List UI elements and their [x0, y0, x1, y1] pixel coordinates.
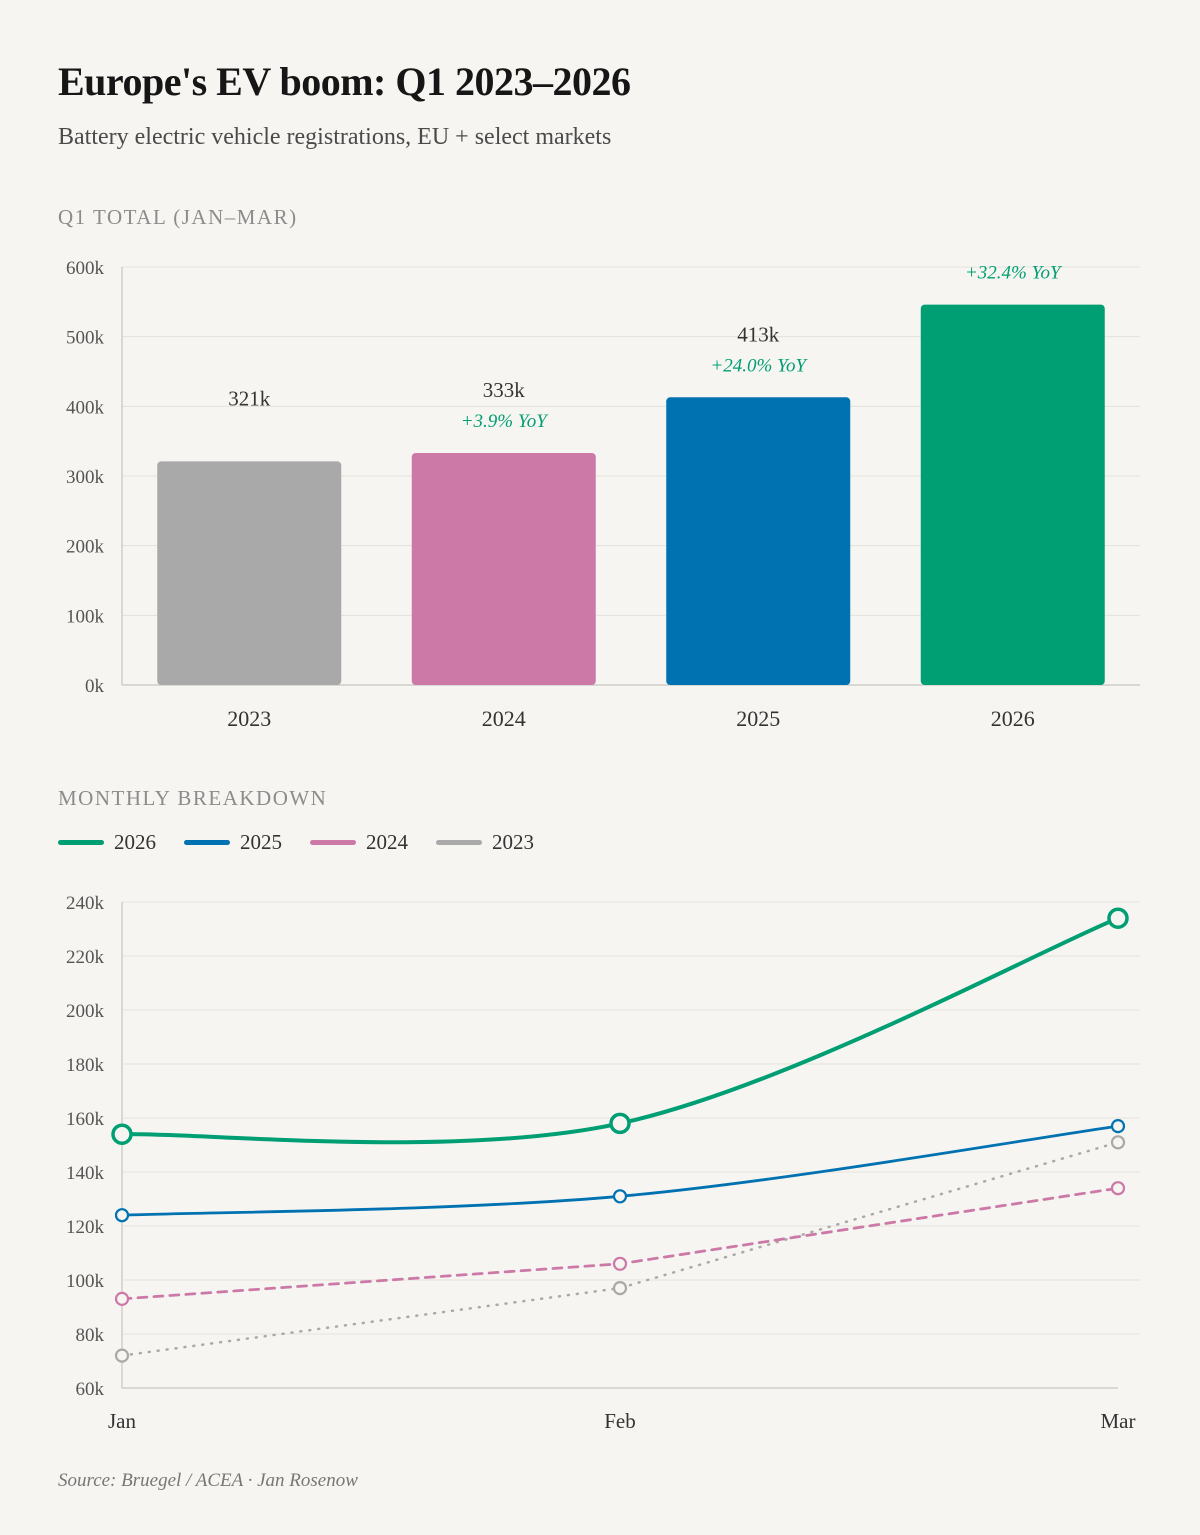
- bar-yoy-label: +3.9% YoY: [461, 411, 549, 432]
- line-series-2026: [120, 916, 1120, 1145]
- line-point-2023: [114, 1348, 130, 1363]
- line-legend: 2026 2025 2024 2023: [58, 830, 562, 855]
- bar-chart: 0k 100k 200k 300k 400k 500k 600k 2023 321k 2024 +3…: [66, 258, 1140, 731]
- bar-2026: [920, 304, 1105, 685]
- line-point-2026: [1107, 907, 1129, 929]
- line-point-2024: [114, 1291, 130, 1307]
- line-point-2026: [609, 1112, 631, 1135]
- line-xtick-label: Mar: [1101, 1409, 1136, 1433]
- line-point-2025: [1110, 1118, 1126, 1134]
- bar-xtick-label: 2025: [736, 706, 780, 731]
- line-point-2025: [612, 1189, 628, 1204]
- bar-ytick-label: 600k: [66, 258, 105, 279]
- line-xtick-label: Feb: [604, 1409, 636, 1433]
- line-point-2023: [612, 1280, 628, 1296]
- line-ytick-label: 180k: [66, 1055, 105, 1076]
- bar-section-label: Q1 TOTAL (JAN–MAR): [58, 205, 298, 229]
- chart-title: Europe's EV boom: Q1 2023–2026: [58, 59, 631, 104]
- legend-label: 2023: [492, 830, 534, 854]
- line-xtick-label: Jan: [108, 1409, 136, 1433]
- source-note: Source: Bruegel / ACEA · Jan Rosenow: [58, 1470, 358, 1491]
- line-point-2024: [612, 1256, 628, 1271]
- legend-swatch: [58, 840, 104, 845]
- bar-yoy-label: +24.0% YoY: [710, 355, 808, 376]
- line-ytick-label: 120k: [66, 1217, 105, 1238]
- line-point-2026: [111, 1123, 133, 1145]
- legend-swatch: [436, 840, 482, 845]
- bar-value-label: 413k: [737, 322, 780, 346]
- line-point-2023: [1110, 1135, 1126, 1150]
- line-ytick-label: 100k: [66, 1271, 105, 1292]
- line-ytick-label: 80k: [76, 1325, 105, 1346]
- legend-item-2024: 2024: [310, 830, 408, 855]
- bar-2024: [411, 453, 596, 685]
- bar-ytick-label: 400k: [66, 397, 105, 418]
- legend-label: 2026: [114, 830, 156, 854]
- legend-swatch: [310, 840, 356, 845]
- line-point-2024: [1110, 1181, 1126, 1196]
- legend-label: 2025: [240, 830, 282, 854]
- bar-ytick-label: 500k: [66, 328, 105, 349]
- line-ytick-label: 160k: [66, 1109, 105, 1130]
- bar-value-label: 321k: [228, 386, 271, 410]
- line-ytick-label: 140k: [66, 1163, 105, 1184]
- line-point-2025: [114, 1208, 130, 1223]
- legend-label: 2024: [366, 830, 408, 854]
- bar-value-label: 333k: [483, 378, 526, 402]
- line-series-2023: [120, 1141, 1120, 1357]
- chart-subtitle: Battery electric vehicle registrations, …: [58, 124, 612, 150]
- bar-xtick-label: 2023: [227, 706, 271, 731]
- line-ytick-label: 200k: [66, 1001, 105, 1022]
- line-ytick-label: 240k: [66, 893, 105, 914]
- bar-ytick-label: 0k: [85, 676, 105, 697]
- legend-item-2026: 2026: [58, 830, 156, 855]
- legend-item-2023: 2023: [436, 830, 534, 855]
- line-ytick-label: 60k: [76, 1379, 105, 1400]
- bar-xtick-label: 2024: [482, 706, 526, 731]
- line-ytick-label: 220k: [66, 947, 105, 968]
- bar-ytick-label: 200k: [66, 537, 105, 558]
- bar-ytick-label: 300k: [66, 467, 105, 488]
- line-chart: 60k 80k 100k 120k 140k 160k 180k 200k 220k 240k Ja…: [66, 893, 1140, 1433]
- legend-swatch: [184, 840, 230, 845]
- bar-xtick-label: 2026: [991, 706, 1035, 731]
- line-section-label: MONTHLY BREAKDOWN: [58, 786, 328, 810]
- bar-yoy-label: +32.4% YoY: [965, 263, 1063, 284]
- bar-2023: [157, 461, 342, 685]
- legend-item-2025: 2025: [184, 830, 282, 855]
- bar-ytick-label: 100k: [66, 606, 105, 627]
- bar-2025: [666, 397, 851, 685]
